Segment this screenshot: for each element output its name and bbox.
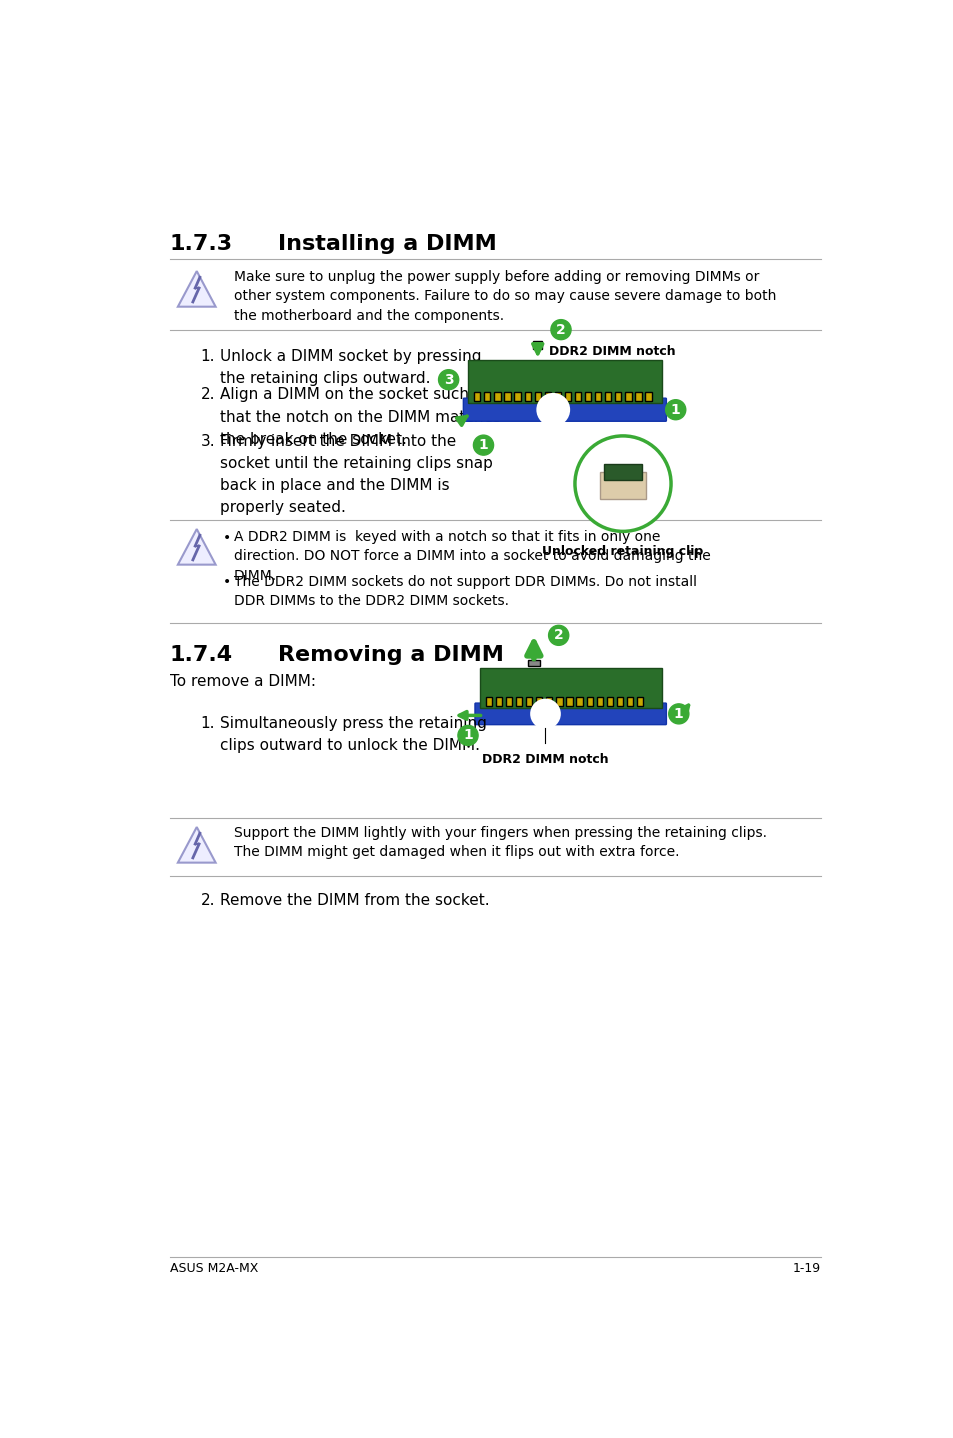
Text: DDR2 DIMM notch: DDR2 DIMM notch bbox=[549, 345, 676, 358]
Text: Installing a DIMM: Installing a DIMM bbox=[278, 234, 497, 255]
FancyBboxPatch shape bbox=[468, 361, 661, 403]
Text: •: • bbox=[223, 575, 232, 590]
FancyBboxPatch shape bbox=[544, 393, 550, 401]
FancyBboxPatch shape bbox=[635, 393, 641, 401]
FancyBboxPatch shape bbox=[637, 697, 642, 706]
Text: DDR2 DIMM notch: DDR2 DIMM notch bbox=[481, 754, 608, 766]
Text: Make sure to unplug the power supply before adding or removing DIMMs or
other sy: Make sure to unplug the power supply bef… bbox=[233, 269, 776, 322]
Polygon shape bbox=[177, 272, 215, 306]
FancyBboxPatch shape bbox=[546, 697, 552, 706]
Text: 1: 1 bbox=[670, 403, 679, 417]
FancyBboxPatch shape bbox=[524, 393, 530, 401]
Circle shape bbox=[537, 394, 568, 426]
Text: 1.7.3: 1.7.3 bbox=[170, 234, 233, 255]
FancyBboxPatch shape bbox=[527, 660, 539, 666]
Text: To remove a DIMM:: To remove a DIMM: bbox=[170, 674, 315, 689]
Text: Remove the DIMM from the socket.: Remove the DIMM from the socket. bbox=[220, 893, 489, 909]
FancyBboxPatch shape bbox=[496, 697, 501, 706]
FancyBboxPatch shape bbox=[504, 393, 510, 401]
FancyBboxPatch shape bbox=[626, 697, 633, 706]
Text: 1.: 1. bbox=[200, 349, 214, 364]
FancyBboxPatch shape bbox=[595, 393, 600, 401]
FancyBboxPatch shape bbox=[463, 398, 666, 421]
Circle shape bbox=[473, 436, 493, 456]
Text: 1: 1 bbox=[478, 439, 488, 452]
FancyBboxPatch shape bbox=[603, 464, 641, 480]
Text: 1.: 1. bbox=[200, 716, 214, 731]
Text: Unlock a DIMM socket by pressing
the retaining clips outward.: Unlock a DIMM socket by pressing the ret… bbox=[220, 349, 481, 385]
FancyBboxPatch shape bbox=[555, 393, 560, 401]
Text: 2.: 2. bbox=[200, 893, 214, 909]
FancyBboxPatch shape bbox=[505, 697, 512, 706]
Circle shape bbox=[550, 319, 571, 339]
Circle shape bbox=[665, 400, 685, 420]
FancyBboxPatch shape bbox=[474, 393, 480, 401]
Text: Support the DIMM lightly with your fingers when pressing the retaining clips.
Th: Support the DIMM lightly with your finge… bbox=[233, 825, 766, 858]
FancyBboxPatch shape bbox=[525, 697, 532, 706]
Text: 3: 3 bbox=[443, 372, 453, 387]
FancyBboxPatch shape bbox=[604, 393, 611, 401]
Text: ASUS M2A-MX: ASUS M2A-MX bbox=[170, 1263, 257, 1276]
Text: 1.7.4: 1.7.4 bbox=[170, 644, 233, 664]
FancyBboxPatch shape bbox=[494, 393, 500, 401]
Circle shape bbox=[438, 370, 458, 390]
Text: 1: 1 bbox=[673, 707, 683, 720]
FancyBboxPatch shape bbox=[617, 697, 622, 706]
Text: 1: 1 bbox=[462, 729, 473, 742]
Circle shape bbox=[548, 626, 568, 646]
FancyBboxPatch shape bbox=[575, 393, 580, 401]
FancyBboxPatch shape bbox=[514, 393, 520, 401]
FancyBboxPatch shape bbox=[566, 697, 572, 706]
Text: Simultaneously press the retaining
clips outward to unlock the DIMM.: Simultaneously press the retaining clips… bbox=[220, 716, 486, 754]
FancyBboxPatch shape bbox=[596, 697, 602, 706]
Text: 1-19: 1-19 bbox=[792, 1263, 820, 1276]
FancyBboxPatch shape bbox=[533, 341, 542, 349]
Text: Removing a DIMM: Removing a DIMM bbox=[278, 644, 503, 664]
Circle shape bbox=[668, 703, 688, 723]
FancyBboxPatch shape bbox=[615, 393, 620, 401]
FancyBboxPatch shape bbox=[485, 697, 492, 706]
Text: 2: 2 bbox=[554, 628, 563, 643]
Circle shape bbox=[531, 700, 558, 728]
Text: •: • bbox=[223, 531, 232, 545]
FancyBboxPatch shape bbox=[536, 697, 542, 706]
Polygon shape bbox=[177, 827, 215, 863]
FancyBboxPatch shape bbox=[475, 703, 666, 725]
Polygon shape bbox=[177, 529, 215, 565]
FancyBboxPatch shape bbox=[556, 697, 562, 706]
FancyBboxPatch shape bbox=[645, 393, 651, 401]
FancyBboxPatch shape bbox=[516, 697, 521, 706]
Text: Firmly insert the DIMM into the
socket until the retaining clips snap
back in pl: Firmly insert the DIMM into the socket u… bbox=[220, 434, 493, 515]
Text: Align a DIMM on the socket such
that the notch on the DIMM matches
the break on : Align a DIMM on the socket such that the… bbox=[220, 387, 500, 447]
Text: Unlocked retaining clip: Unlocked retaining clip bbox=[542, 545, 703, 558]
Circle shape bbox=[457, 725, 477, 745]
FancyBboxPatch shape bbox=[606, 697, 612, 706]
Text: 2: 2 bbox=[556, 322, 565, 336]
Circle shape bbox=[575, 436, 670, 532]
FancyBboxPatch shape bbox=[564, 393, 571, 401]
Text: The DDR2 DIMM sockets do not support DDR DIMMs. Do not install
DDR DIMMs to the : The DDR2 DIMM sockets do not support DDR… bbox=[233, 575, 697, 608]
FancyBboxPatch shape bbox=[584, 393, 591, 401]
Text: 2.: 2. bbox=[200, 387, 214, 403]
FancyBboxPatch shape bbox=[479, 667, 661, 707]
FancyBboxPatch shape bbox=[576, 697, 582, 706]
FancyBboxPatch shape bbox=[599, 472, 645, 499]
FancyBboxPatch shape bbox=[484, 393, 490, 401]
Text: A DDR2 DIMM is  keyed with a notch so that it fits in only one
direction. DO NOT: A DDR2 DIMM is keyed with a notch so tha… bbox=[233, 529, 710, 582]
Text: 3.: 3. bbox=[200, 434, 215, 449]
FancyBboxPatch shape bbox=[586, 697, 592, 706]
FancyBboxPatch shape bbox=[534, 393, 540, 401]
FancyBboxPatch shape bbox=[624, 393, 631, 401]
